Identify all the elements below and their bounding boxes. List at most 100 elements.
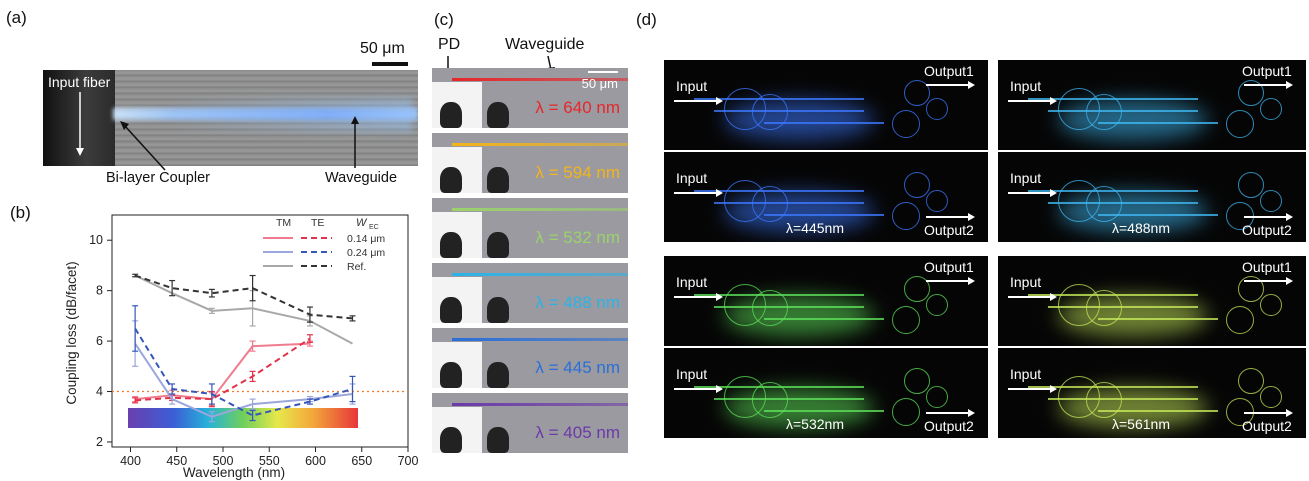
microscope-tile-1: Input Output1 [998,60,1306,150]
output-label: Output2 [1242,418,1292,434]
microscope-tile-7: Input Output2 λ=561nm [998,348,1306,438]
panel-label-d: (d) [636,10,657,29]
output-arrow-head [968,81,975,89]
legend-wec: W [356,217,368,229]
pd-blob [440,232,462,258]
series-line-3 [134,327,353,417]
input-label: Input [676,274,708,290]
pd-blob [440,427,462,453]
waveguide-line [1098,122,1218,124]
output-arrow [926,280,970,282]
legend-row-2: 0.24 μm [347,247,385,259]
wavelength-label: λ = 640 nm [535,98,620,117]
ring-resonator [926,190,948,212]
ring-resonator [1238,276,1264,302]
waveguide-line [714,202,864,204]
y-tick-label: 6 [96,334,103,348]
ring-resonator [904,172,930,198]
wavelength-image-5: λ = 405 nm [432,393,628,453]
output-arrow-head [1286,409,1293,417]
output-label: Output2 [924,222,974,238]
waveguide-line [764,410,884,412]
input-label: Input [1010,78,1042,94]
ring-resonator [1086,186,1122,222]
input-arrow [674,388,718,390]
panel-label-c: (c) [434,10,454,29]
wavelength-label: λ = 488 nm [535,293,620,312]
output-arrow [926,412,970,414]
series-line-2 [134,343,353,418]
panel-label-b: (b) [10,203,31,222]
x-tick-label: 550 [259,454,280,468]
waveguide-line [714,306,864,308]
spectrum-bar [128,408,358,428]
microscope-tile-6: Input Output2 λ=532nm [664,348,988,438]
ring-resonator [1260,190,1282,212]
waveguide-line [1098,318,1218,320]
plot-frame [111,214,409,448]
waveguide-line [764,318,884,320]
legend-row-1: 0.14 μm [347,233,385,245]
input-arrow-head [1050,293,1057,301]
waveguide-line [714,110,864,112]
wavelength-image-4: λ = 445 nm [432,328,628,388]
output-arrow [926,84,970,86]
scale-bar [372,62,408,66]
input-arrow [1008,192,1052,194]
pd-blob [440,297,462,323]
output-arrow-head [1286,213,1293,221]
legend-tm: TM [276,217,291,229]
waveguide-line [1048,306,1198,308]
ring-resonator [926,98,948,120]
pd-blob [487,427,509,453]
pd-blob [440,362,462,388]
panel-a-arrows [76,92,359,171]
ring-resonator [892,398,920,426]
waveguide-trace [452,143,628,146]
output-arrow-head [1286,81,1293,89]
waveguide-trace [452,208,628,211]
waveguide-trace [452,338,628,341]
waveguide-line [764,214,884,216]
input-label: Input [676,170,708,186]
output-arrow-head [968,409,975,417]
ring-resonator [926,386,948,408]
output-arrow-head [968,213,975,221]
legend-te: TE [311,217,324,229]
wavelength-image-2: λ = 532 nm [432,198,628,258]
output-arrow [1244,216,1288,218]
ring-resonator [1260,98,1282,120]
ring-resonator [1086,290,1122,326]
output-arrow-head [968,277,975,285]
output-arrow [926,216,970,218]
ring-resonator [926,294,948,316]
wavelength-label: λ = 445 nm [535,358,620,377]
output-arrow [1244,280,1288,282]
wavelength-image-0: λ = 640 nm 50 μm [432,68,628,128]
output-label: Output1 [1242,259,1292,275]
input-arrow [674,296,718,298]
ring-resonator [1238,172,1264,198]
wavelength-caption: λ=445nm [786,220,844,236]
input-arrow [674,100,718,102]
input-arrow-head [1050,385,1057,393]
x-tick-label: 500 [213,454,234,468]
ring-resonator [752,186,788,222]
y-tick-label: 2 [96,435,103,449]
input-arrow [674,192,718,194]
input-arrow [1008,296,1052,298]
output-label: Output2 [924,418,974,434]
coupling-loss-chart: 400 450 500 550 600 650 700 2 4 6 8 10 TM TE W EC 0… [64,214,418,480]
series-line-4 [134,274,353,345]
ring-resonator [1086,382,1122,418]
pd-blob [487,232,509,258]
wavelength-image-1: λ = 594 nm [432,133,628,193]
input-label: Input [676,366,708,382]
wavelength-image-3: λ = 488 nm [432,263,628,323]
pd-blob [487,102,509,128]
x-tick-label: 450 [166,454,187,468]
scale-bar-c [588,71,618,73]
waveguide-line [1098,410,1218,412]
pd-blob [487,297,509,323]
y-axis-label: Coupling loss (dB/facet) [64,261,79,404]
